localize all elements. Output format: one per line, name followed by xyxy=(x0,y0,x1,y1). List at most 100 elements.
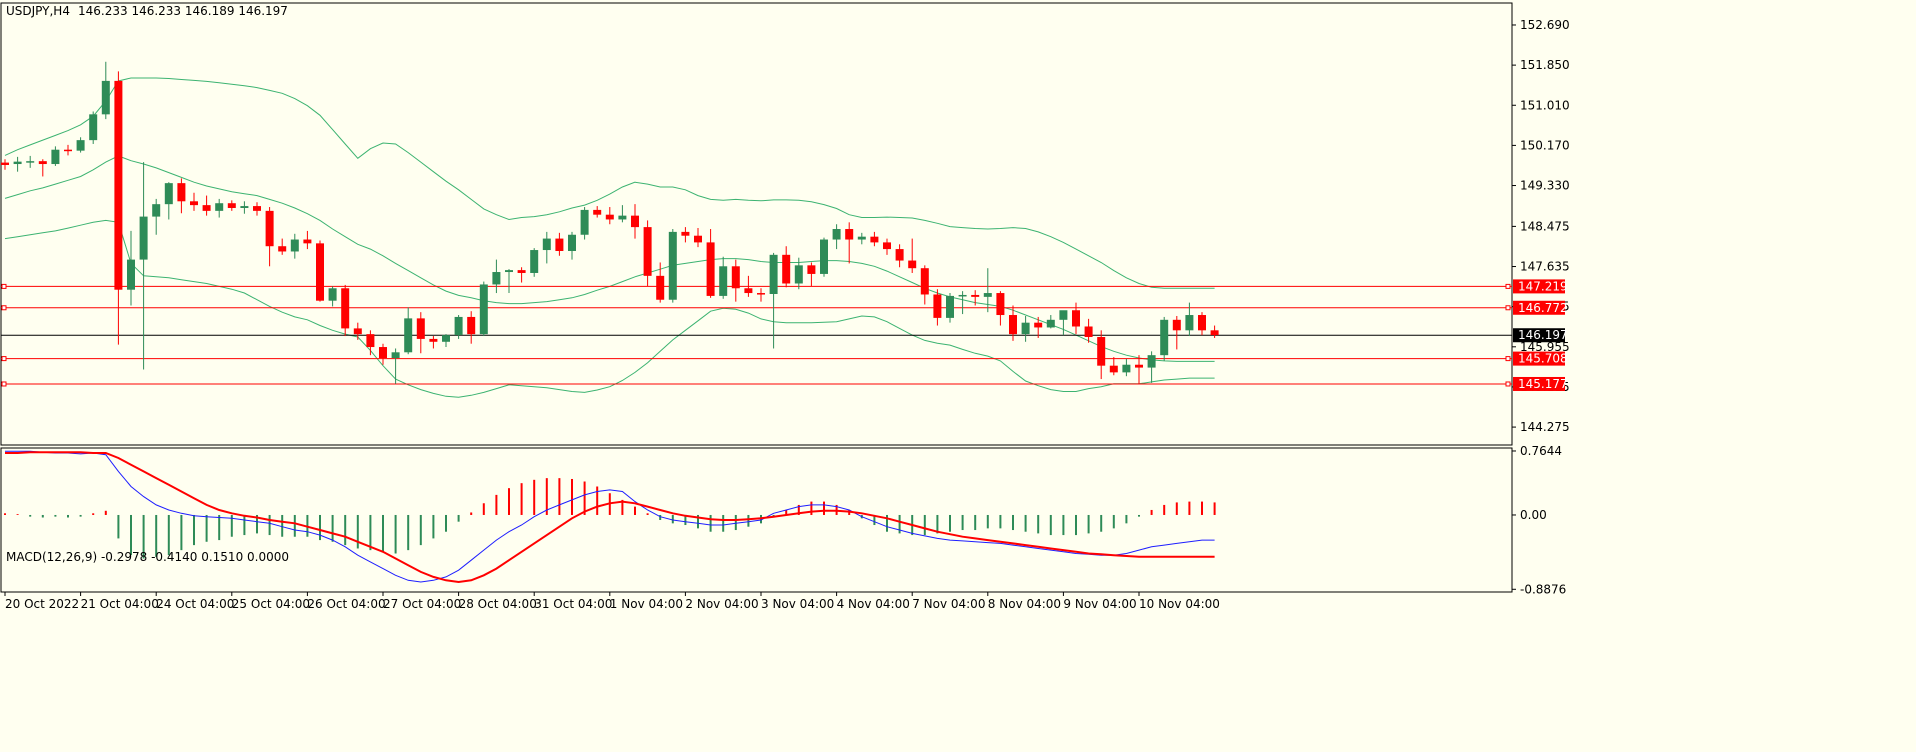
macd-signal-line xyxy=(5,451,1215,584)
macd-title: MACD(12,26,9) -0.2978 -0.4140 0.1510 0.0… xyxy=(6,550,289,564)
candle-body xyxy=(505,270,513,273)
candle-body xyxy=(530,250,539,273)
time-tick-label: 21 Oct 04:00 xyxy=(81,597,159,611)
price-tick-label: 145.955 xyxy=(1520,340,1570,354)
macd-tick-label: -0.8876 xyxy=(1520,582,1566,596)
price-tick-label: 150.170 xyxy=(1520,138,1570,152)
level-anchor-left xyxy=(1,305,7,311)
candle-body xyxy=(631,215,639,228)
current-price-label: 146.197 xyxy=(1518,328,1568,342)
candle-body xyxy=(694,235,702,243)
level-anchor-left xyxy=(1,381,7,387)
time-tick-label: 3 Nov 04:00 xyxy=(761,597,834,611)
time-tick-label: 10 Nov 04:00 xyxy=(1139,597,1220,611)
candle-body xyxy=(1160,319,1169,356)
time-tick-label: 1 Nov 04:00 xyxy=(610,597,683,611)
candle-body xyxy=(958,294,967,297)
candle-body xyxy=(1072,310,1080,327)
level-price-label: 145.177 xyxy=(1518,377,1568,391)
candle-body xyxy=(152,204,161,217)
candle-body xyxy=(895,249,904,261)
candle-body xyxy=(1198,315,1206,331)
candle-body xyxy=(1097,337,1106,366)
level-price-tag xyxy=(1513,351,1565,366)
candle-body xyxy=(568,234,576,251)
candle-body xyxy=(618,215,627,220)
symbol-label: USDJPY,H4 xyxy=(6,4,70,18)
candle-body xyxy=(391,352,400,359)
candle-body xyxy=(1172,319,1181,331)
candle-body xyxy=(51,149,60,165)
level-price-label: 147.219 xyxy=(1518,279,1568,293)
candle-body xyxy=(593,209,602,215)
price-tick-label: 148.475 xyxy=(1520,219,1570,233)
candle-body xyxy=(757,293,765,295)
candle-body xyxy=(328,288,337,301)
price-tick-label: 151.850 xyxy=(1520,58,1570,72)
candle-body xyxy=(202,205,211,211)
level-anchor-left xyxy=(1,283,7,289)
candle-body xyxy=(908,260,917,269)
candle-body xyxy=(416,318,425,339)
level-anchor-right xyxy=(1505,283,1511,289)
candle-body xyxy=(89,114,98,141)
candle-body xyxy=(1021,322,1030,335)
time-tick-label: 31 Oct 04:00 xyxy=(534,597,612,611)
level-price-tag xyxy=(1513,279,1565,294)
candle-body xyxy=(76,140,85,151)
candle-body xyxy=(404,318,413,353)
candle-body xyxy=(807,265,816,274)
candle-body xyxy=(316,243,324,301)
candle-body xyxy=(820,239,828,274)
time-tick-label: 20 Oct 2022 xyxy=(5,597,79,611)
candle-body xyxy=(668,231,677,300)
candle-body xyxy=(215,203,224,211)
candle-body xyxy=(442,335,450,342)
candle-body xyxy=(1034,322,1043,328)
candle-body xyxy=(870,236,879,243)
candle-body xyxy=(719,266,728,296)
level-price-label: 146.772 xyxy=(1518,301,1568,315)
candle-body xyxy=(933,294,942,318)
level-anchor-right xyxy=(1505,381,1511,387)
candle-body xyxy=(1009,315,1017,335)
price-tick-label: 152.690 xyxy=(1520,18,1570,32)
candle-body xyxy=(454,316,463,336)
candle-body xyxy=(1046,319,1055,328)
price-tick-label: 147.635 xyxy=(1520,260,1570,274)
candle-body xyxy=(190,201,198,206)
candle-body xyxy=(706,242,715,296)
time-tick-label: 28 Oct 04:00 xyxy=(459,597,537,611)
candle-body xyxy=(64,149,72,152)
candle-body xyxy=(744,288,753,294)
candle-body xyxy=(857,236,866,240)
ohlc-label: 146.233 146.233 146.189 146.197 xyxy=(78,4,288,18)
time-tick-label: 8 Nov 04:00 xyxy=(988,597,1061,611)
candle-body xyxy=(290,239,299,252)
time-tick-label: 24 Oct 04:00 xyxy=(156,597,234,611)
level-price-tag xyxy=(1513,300,1565,315)
bollinger-upper-line xyxy=(4,77,1215,289)
candle-body xyxy=(1147,355,1156,368)
candle-body xyxy=(341,288,350,329)
candle-body xyxy=(366,334,375,348)
candle-body xyxy=(127,259,135,290)
level-anchor-right xyxy=(1505,356,1511,362)
time-tick-label: 25 Oct 04:00 xyxy=(232,597,310,611)
candle-body xyxy=(782,254,791,284)
candle-body xyxy=(1135,364,1143,368)
candle-body xyxy=(429,338,438,342)
bollinger-lower-line xyxy=(4,219,1215,398)
candle-body xyxy=(845,229,854,240)
candle-body xyxy=(643,227,652,276)
candle-body xyxy=(731,266,740,289)
candle-body xyxy=(240,206,249,208)
candle-body xyxy=(1,162,9,165)
candle-body xyxy=(996,293,1005,316)
candle-body xyxy=(971,294,980,297)
candle-body xyxy=(605,214,614,220)
candle-body xyxy=(353,328,362,335)
candle-body xyxy=(580,209,589,235)
candle-body xyxy=(303,239,312,244)
